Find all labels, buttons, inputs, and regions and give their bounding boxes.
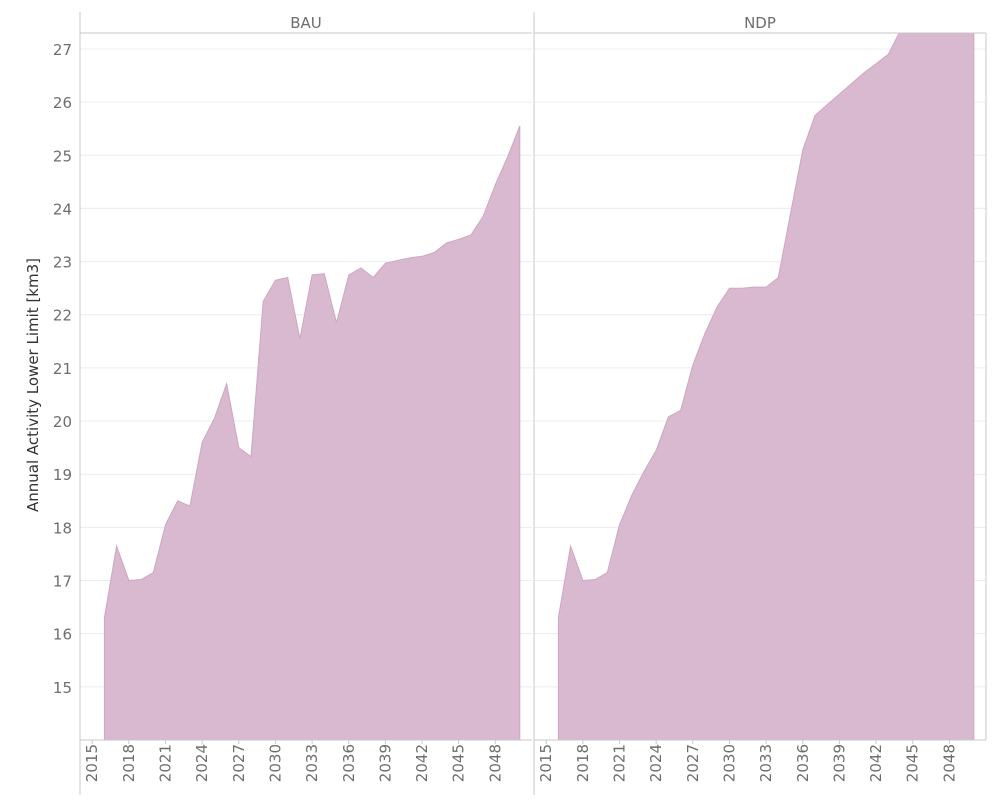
x-tick-label: 2030: [721, 744, 739, 782]
y-tick-label: 16: [53, 626, 72, 644]
x-tick-label: 2042: [867, 744, 885, 782]
y-tick-label: 21: [53, 360, 72, 378]
x-tick-label: 2033: [757, 744, 775, 782]
x-tick-label: 2018: [574, 744, 592, 782]
panel-bau: BAU 2015 2018 2021 2024 2027 2030 2033 2036 2039 2…: [79, 12, 532, 795]
y-tick-label: 26: [53, 94, 72, 112]
x-tick-label: 2024: [193, 744, 211, 782]
x-tick-label: 2024: [647, 744, 665, 782]
x-tick-label: 2048: [940, 744, 958, 782]
x-tick-label: 2039: [830, 744, 848, 782]
x-tick-label: 2048: [486, 744, 504, 782]
area-series-ndp: [557, 33, 975, 740]
y-tick-label: 22: [53, 307, 72, 325]
y-tick-label: 24: [53, 200, 72, 218]
y-tick-label: 15: [53, 679, 72, 697]
area-series-bau: [103, 125, 521, 740]
x-tick-label: 2027: [684, 744, 702, 782]
y-axis-title: Annual Activity Lower Limit [km3]: [24, 258, 42, 512]
x-tick-label: 2036: [340, 744, 358, 782]
x-tick-label: 2045: [450, 744, 468, 782]
x-tick-label: 2030: [267, 744, 285, 782]
y-tick-label: 18: [53, 519, 72, 537]
panel-title: NDP: [744, 14, 776, 32]
x-tick-label: 2036: [794, 744, 812, 782]
x-tick-label: 2039: [376, 744, 394, 782]
x-tick-label: 2015: [537, 744, 555, 782]
x-tick-label: 2042: [413, 744, 431, 782]
x-tick-label: 2015: [83, 744, 101, 782]
y-tick-label: 19: [53, 466, 72, 484]
y-tick-label: 23: [53, 254, 72, 272]
x-tick-label: 2033: [303, 744, 321, 782]
x-tick-label: 2021: [611, 744, 629, 782]
y-tick-label: 25: [53, 147, 72, 165]
y-tick-label: 27: [53, 41, 72, 59]
x-tick-label: 2021: [157, 744, 175, 782]
panel-title: BAU: [290, 14, 322, 32]
y-tick-label: 20: [53, 413, 72, 431]
panel-ndp: NDP 2015 2018 2021 2024 2027 2030 2033 2036 2039 2…: [533, 12, 987, 795]
x-tick-label: 2027: [230, 744, 248, 782]
x-tick-label: 2045: [904, 744, 922, 782]
y-tick-label: 17: [53, 573, 72, 591]
x-tick-label: 2018: [120, 744, 138, 782]
